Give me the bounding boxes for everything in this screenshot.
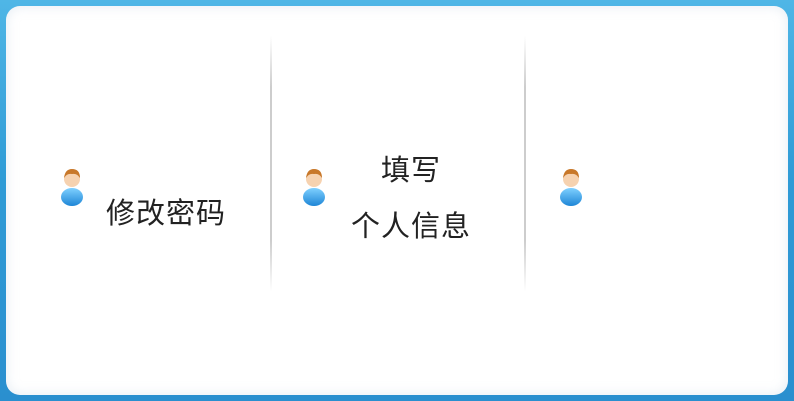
change-password-tile[interactable]: 修改密码 (6, 36, 268, 292)
divider (270, 36, 272, 292)
menu-panel: 修改密码 填写 个人信息 (6, 6, 788, 395)
fill-personal-info-label: 填写 个人信息 (336, 142, 486, 254)
empty-user-tile[interactable] (528, 36, 784, 292)
change-password-label: 修改密码 (106, 196, 227, 230)
user-icon (301, 166, 327, 206)
user-icon (558, 166, 584, 206)
label-line-2: 个人信息 (350, 209, 471, 243)
label-line-1: 填写 (380, 153, 441, 187)
user-icon (59, 166, 85, 206)
divider (524, 36, 526, 292)
fill-personal-info-tile[interactable]: 填写 个人信息 (274, 36, 522, 292)
